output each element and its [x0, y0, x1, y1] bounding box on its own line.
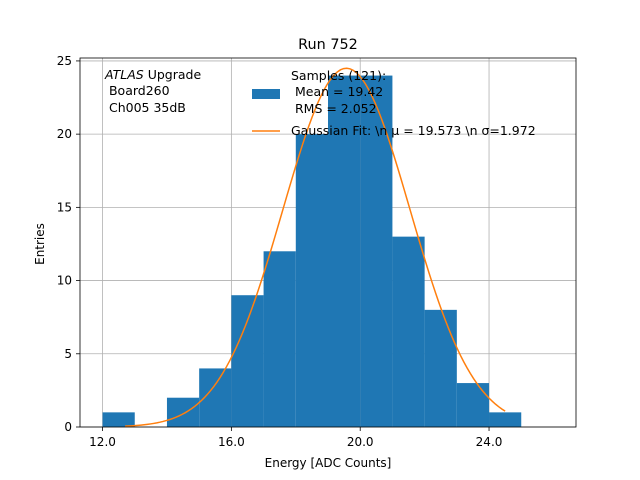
legend-histogram-label-3: RMS = 2.052	[291, 101, 377, 116]
histogram-bar	[263, 251, 296, 427]
histogram-bars	[102, 75, 522, 428]
legend-fit-label: Gaussian Fit: \n μ = 19.573 \n σ=1.972	[291, 123, 536, 138]
histogram-bar	[102, 412, 135, 427]
histogram-bar	[166, 397, 200, 427]
x-axis-label: Energy [ADC Counts]	[265, 456, 392, 470]
x-tick-label: 16.0	[218, 435, 245, 449]
x-tick-label: 12.0	[89, 435, 116, 449]
annotation-atlas: ATLAS	[104, 67, 144, 82]
annotation-line-2: Board260	[105, 83, 170, 98]
y-tick-label: 15	[57, 200, 72, 214]
annotation-line-3: Ch005 35dB	[105, 100, 186, 115]
chart-title: Run 752	[298, 37, 358, 53]
x-tick-label: 24.0	[476, 435, 503, 449]
legend: Samples (121): Mean = 19.42 RMS = 2.052 …	[252, 68, 536, 138]
histogram-bar	[456, 383, 490, 427]
legend-histogram-label-2: Mean = 19.42	[291, 84, 383, 99]
histogram-bar	[392, 236, 425, 427]
histogram-bar	[231, 295, 264, 427]
legend-histogram-label-1: Samples (121):	[291, 68, 386, 83]
annotation-upgrade: Upgrade	[144, 67, 202, 82]
histogram-bar	[489, 412, 522, 427]
histogram-bar	[424, 309, 457, 427]
y-tick-label: 10	[57, 274, 72, 288]
y-tick-label: 5	[64, 347, 72, 361]
atlas-annotation: ATLAS Upgrade Board260 Ch005 35dB	[104, 67, 201, 115]
y-tick-label: 25	[57, 54, 72, 68]
legend-histogram-swatch	[252, 89, 280, 99]
plot-frame	[79, 57, 577, 428]
x-axis-ticks: 12.0 16.0 20.0 24.0	[89, 427, 502, 449]
y-tick-label: 0	[64, 420, 72, 434]
x-tick-label: 20.0	[347, 435, 374, 449]
histogram-bar	[328, 75, 361, 428]
y-tick-label: 20	[57, 127, 72, 141]
histogram-bar	[295, 134, 328, 427]
y-axis-ticks: 0 5 10 15 20 25	[57, 54, 80, 434]
y-axis-label: Entries	[33, 223, 47, 265]
gaussian-fit-curve	[125, 67, 506, 427]
annotation-line-1: ATLAS Upgrade	[104, 67, 201, 82]
